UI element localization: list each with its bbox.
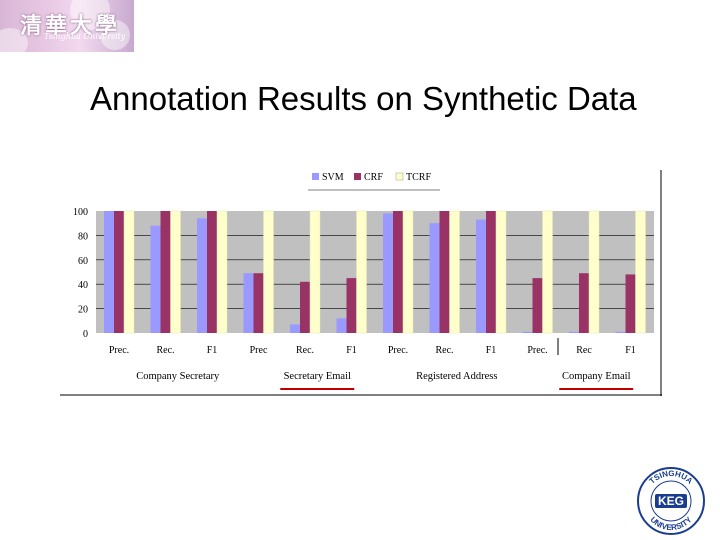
bar-tcrf: [356, 210, 367, 334]
x-tick-label: Prec.: [527, 345, 547, 356]
group-label: Registered Address: [416, 371, 497, 382]
y-tick-label: 20: [78, 305, 88, 316]
x-tick-label: F1: [625, 345, 636, 356]
bar-svm: [569, 331, 579, 333]
bar-svm: [383, 213, 393, 333]
group-label: Company Email: [562, 371, 631, 382]
bar-tcrf: [216, 210, 228, 334]
chart-frame: 0 20 40 60 80 100 Prec. Rec. F1 Prec Rec. F1 Prec. Re…: [60, 168, 662, 396]
bar-tcrf: [309, 210, 321, 334]
keg-logo: TSINGHUA UNIVERSITY KEG: [637, 467, 705, 535]
y-tick-label: 0: [83, 329, 88, 340]
bar-crf: [160, 211, 171, 333]
group-label: Secretary Email: [284, 371, 351, 382]
x-tick-label: Rec.: [435, 345, 453, 356]
bar-tcrf: [542, 210, 553, 334]
bar-svm: [476, 219, 486, 333]
bar-svm: [290, 324, 300, 333]
bar-tcrf: [449, 210, 460, 334]
plot-area: [96, 211, 654, 333]
bar-svm: [522, 331, 533, 333]
bar-svm: [429, 223, 440, 333]
x-tick-label: F1: [486, 345, 497, 356]
x-tick-label: Rec.: [156, 345, 174, 356]
bar-chart: 0 20 40 60 80 100 Prec. Rec. F1 Prec Rec. F1 Prec. Re…: [60, 170, 662, 396]
bar-crf: [532, 278, 543, 333]
bar-crf: [253, 273, 264, 333]
x-tick-label: F1: [346, 345, 357, 356]
bar-svm: [197, 218, 207, 333]
y-tick-label: 100: [73, 207, 88, 218]
university-banner: 清華大學 Tsinghua University: [0, 0, 134, 52]
bar-tcrf: [495, 210, 507, 334]
x-tick-label: Rec: [576, 345, 592, 356]
bar-tcrf: [635, 210, 646, 334]
bar-tcrf: [263, 210, 274, 334]
bar-crf: [393, 211, 403, 333]
legend-swatch-crf: [354, 173, 361, 180]
bar-tcrf: [402, 210, 414, 334]
bar-crf: [579, 273, 589, 333]
legend-swatch-svm: [312, 173, 319, 180]
x-tick-label: Prec.: [109, 345, 129, 356]
logo-center-text: KEG: [658, 494, 684, 508]
bar-crf: [439, 211, 450, 333]
legend-label-tcrf: TCRF: [406, 172, 431, 183]
x-tick-label: F1: [207, 345, 218, 356]
bar-crf: [486, 211, 496, 333]
x-tick-label: Prec: [250, 345, 268, 356]
logo-badge: [655, 494, 687, 508]
bar-crf: [625, 274, 636, 333]
bar-tcrf: [123, 210, 135, 334]
page-title: Annotation Results on Synthetic Data: [90, 80, 637, 117]
y-tick-label: 80: [78, 231, 88, 242]
group-label: Company Secretary: [136, 371, 220, 382]
bar-svm: [104, 211, 114, 333]
banner-university-subtitle: Tsinghua University: [44, 32, 126, 41]
y-tick-label: 60: [78, 256, 88, 267]
bar-tcrf: [170, 210, 181, 334]
y-tick-label: 40: [78, 280, 88, 291]
bar-svm: [615, 331, 626, 333]
bar-tcrf: [588, 210, 600, 334]
bar-crf: [114, 211, 124, 333]
bar-svm: [243, 273, 254, 333]
x-tick-label: Rec.: [296, 345, 314, 356]
legend-label-crf: CRF: [364, 172, 383, 183]
banner-university-name: 清華大學: [20, 13, 121, 39]
x-tick-label: Prec.: [388, 345, 408, 356]
legend-label-svm: SVM: [322, 172, 344, 183]
bar-svm: [336, 318, 347, 333]
bar-crf: [346, 278, 357, 333]
legend-swatch-tcrf: [395, 172, 404, 181]
bar-crf: [300, 281, 310, 333]
bar-crf: [207, 211, 217, 333]
bar-svm: [150, 225, 161, 333]
